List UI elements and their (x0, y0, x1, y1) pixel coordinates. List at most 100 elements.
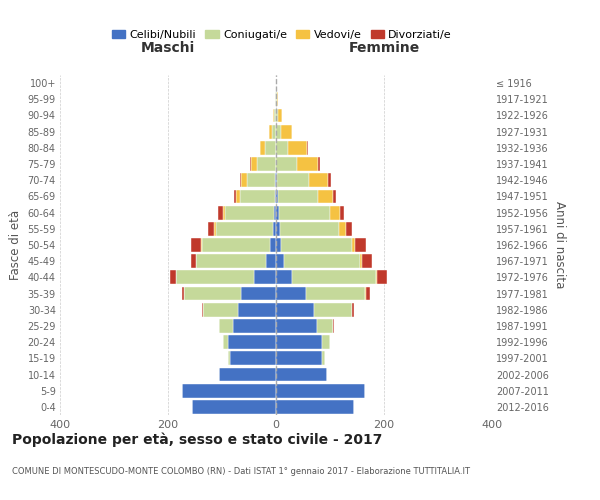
Bar (223, 206, 225, 220)
Bar (216, 222, 273, 235)
Bar (333, 190, 336, 203)
Bar (276, 368, 328, 382)
Bar (235, 190, 240, 203)
Bar (265, 141, 276, 154)
Bar (214, 222, 216, 235)
Bar (340, 206, 344, 220)
Y-axis label: Fasce di età: Fasce di età (9, 210, 22, 280)
Bar (362, 254, 371, 268)
Bar (280, 222, 339, 235)
Bar (292, 270, 376, 284)
Bar (275, 174, 276, 187)
Bar (229, 336, 276, 349)
Legend: Celibi/Nubili, Coniugati/e, Vedovi/e, Divorziati/e: Celibi/Nubili, Coniugati/e, Vedovi/e, Di… (107, 26, 457, 44)
Bar (318, 157, 320, 171)
Bar (274, 108, 276, 122)
Bar (332, 319, 334, 333)
Bar (254, 270, 276, 284)
Bar (276, 190, 278, 203)
Bar (182, 286, 184, 300)
Bar (281, 125, 292, 138)
Bar (277, 92, 278, 106)
Bar (238, 303, 276, 316)
Bar (275, 190, 276, 203)
Bar (193, 400, 276, 414)
Bar (318, 190, 333, 203)
Bar (322, 336, 330, 349)
Bar (276, 400, 354, 414)
Y-axis label: Anni di nascita: Anni di nascita (553, 202, 566, 288)
Bar (191, 254, 196, 268)
Bar (233, 319, 276, 333)
Bar (247, 174, 275, 187)
Bar (240, 190, 275, 203)
Bar (314, 303, 352, 316)
Bar (251, 157, 257, 171)
Bar (276, 254, 284, 268)
Bar (260, 141, 265, 154)
Bar (278, 206, 330, 220)
Bar (201, 238, 202, 252)
Bar (269, 125, 272, 138)
Bar (276, 141, 288, 154)
Bar (276, 303, 314, 316)
Bar (225, 206, 274, 220)
Bar (278, 108, 283, 122)
Bar (328, 174, 331, 187)
Bar (310, 174, 328, 187)
Bar (281, 238, 352, 252)
Bar (376, 270, 377, 284)
Bar (276, 125, 281, 138)
Bar (276, 384, 365, 398)
Bar (276, 157, 296, 171)
Bar (360, 254, 362, 268)
Bar (352, 238, 355, 252)
Bar (191, 238, 201, 252)
Bar (296, 157, 318, 171)
Bar (196, 254, 266, 268)
Bar (276, 206, 278, 220)
Bar (346, 222, 352, 235)
Bar (202, 238, 269, 252)
Bar (170, 270, 176, 284)
Bar (322, 352, 325, 365)
Bar (355, 238, 365, 252)
Bar (230, 352, 276, 365)
Text: Femmine: Femmine (349, 41, 419, 55)
Bar (339, 222, 346, 235)
Bar (203, 303, 238, 316)
Bar (234, 190, 235, 203)
Bar (273, 222, 276, 235)
Bar (202, 303, 203, 316)
Bar (306, 286, 365, 300)
Bar (274, 206, 276, 220)
Bar (307, 141, 308, 154)
Bar (241, 286, 276, 300)
Bar (269, 238, 276, 252)
Text: Popolazione per età, sesso e stato civile - 2017: Popolazione per età, sesso e stato civil… (12, 432, 382, 447)
Bar (176, 270, 254, 284)
Bar (277, 174, 310, 187)
Bar (220, 368, 276, 382)
Bar (266, 254, 276, 268)
Bar (276, 352, 322, 365)
Bar (276, 336, 322, 349)
Bar (365, 286, 370, 300)
Bar (276, 286, 306, 300)
Bar (377, 270, 387, 284)
Bar (276, 222, 280, 235)
Bar (220, 319, 233, 333)
Bar (223, 336, 229, 349)
Bar (208, 222, 214, 235)
Bar (288, 141, 307, 154)
Bar (330, 206, 340, 220)
Text: Maschi: Maschi (141, 41, 195, 55)
Bar (218, 206, 223, 220)
Bar (276, 174, 277, 187)
Bar (272, 125, 276, 138)
Bar (182, 384, 276, 398)
Bar (276, 319, 317, 333)
Bar (257, 157, 276, 171)
Bar (276, 270, 292, 284)
Bar (229, 352, 230, 365)
